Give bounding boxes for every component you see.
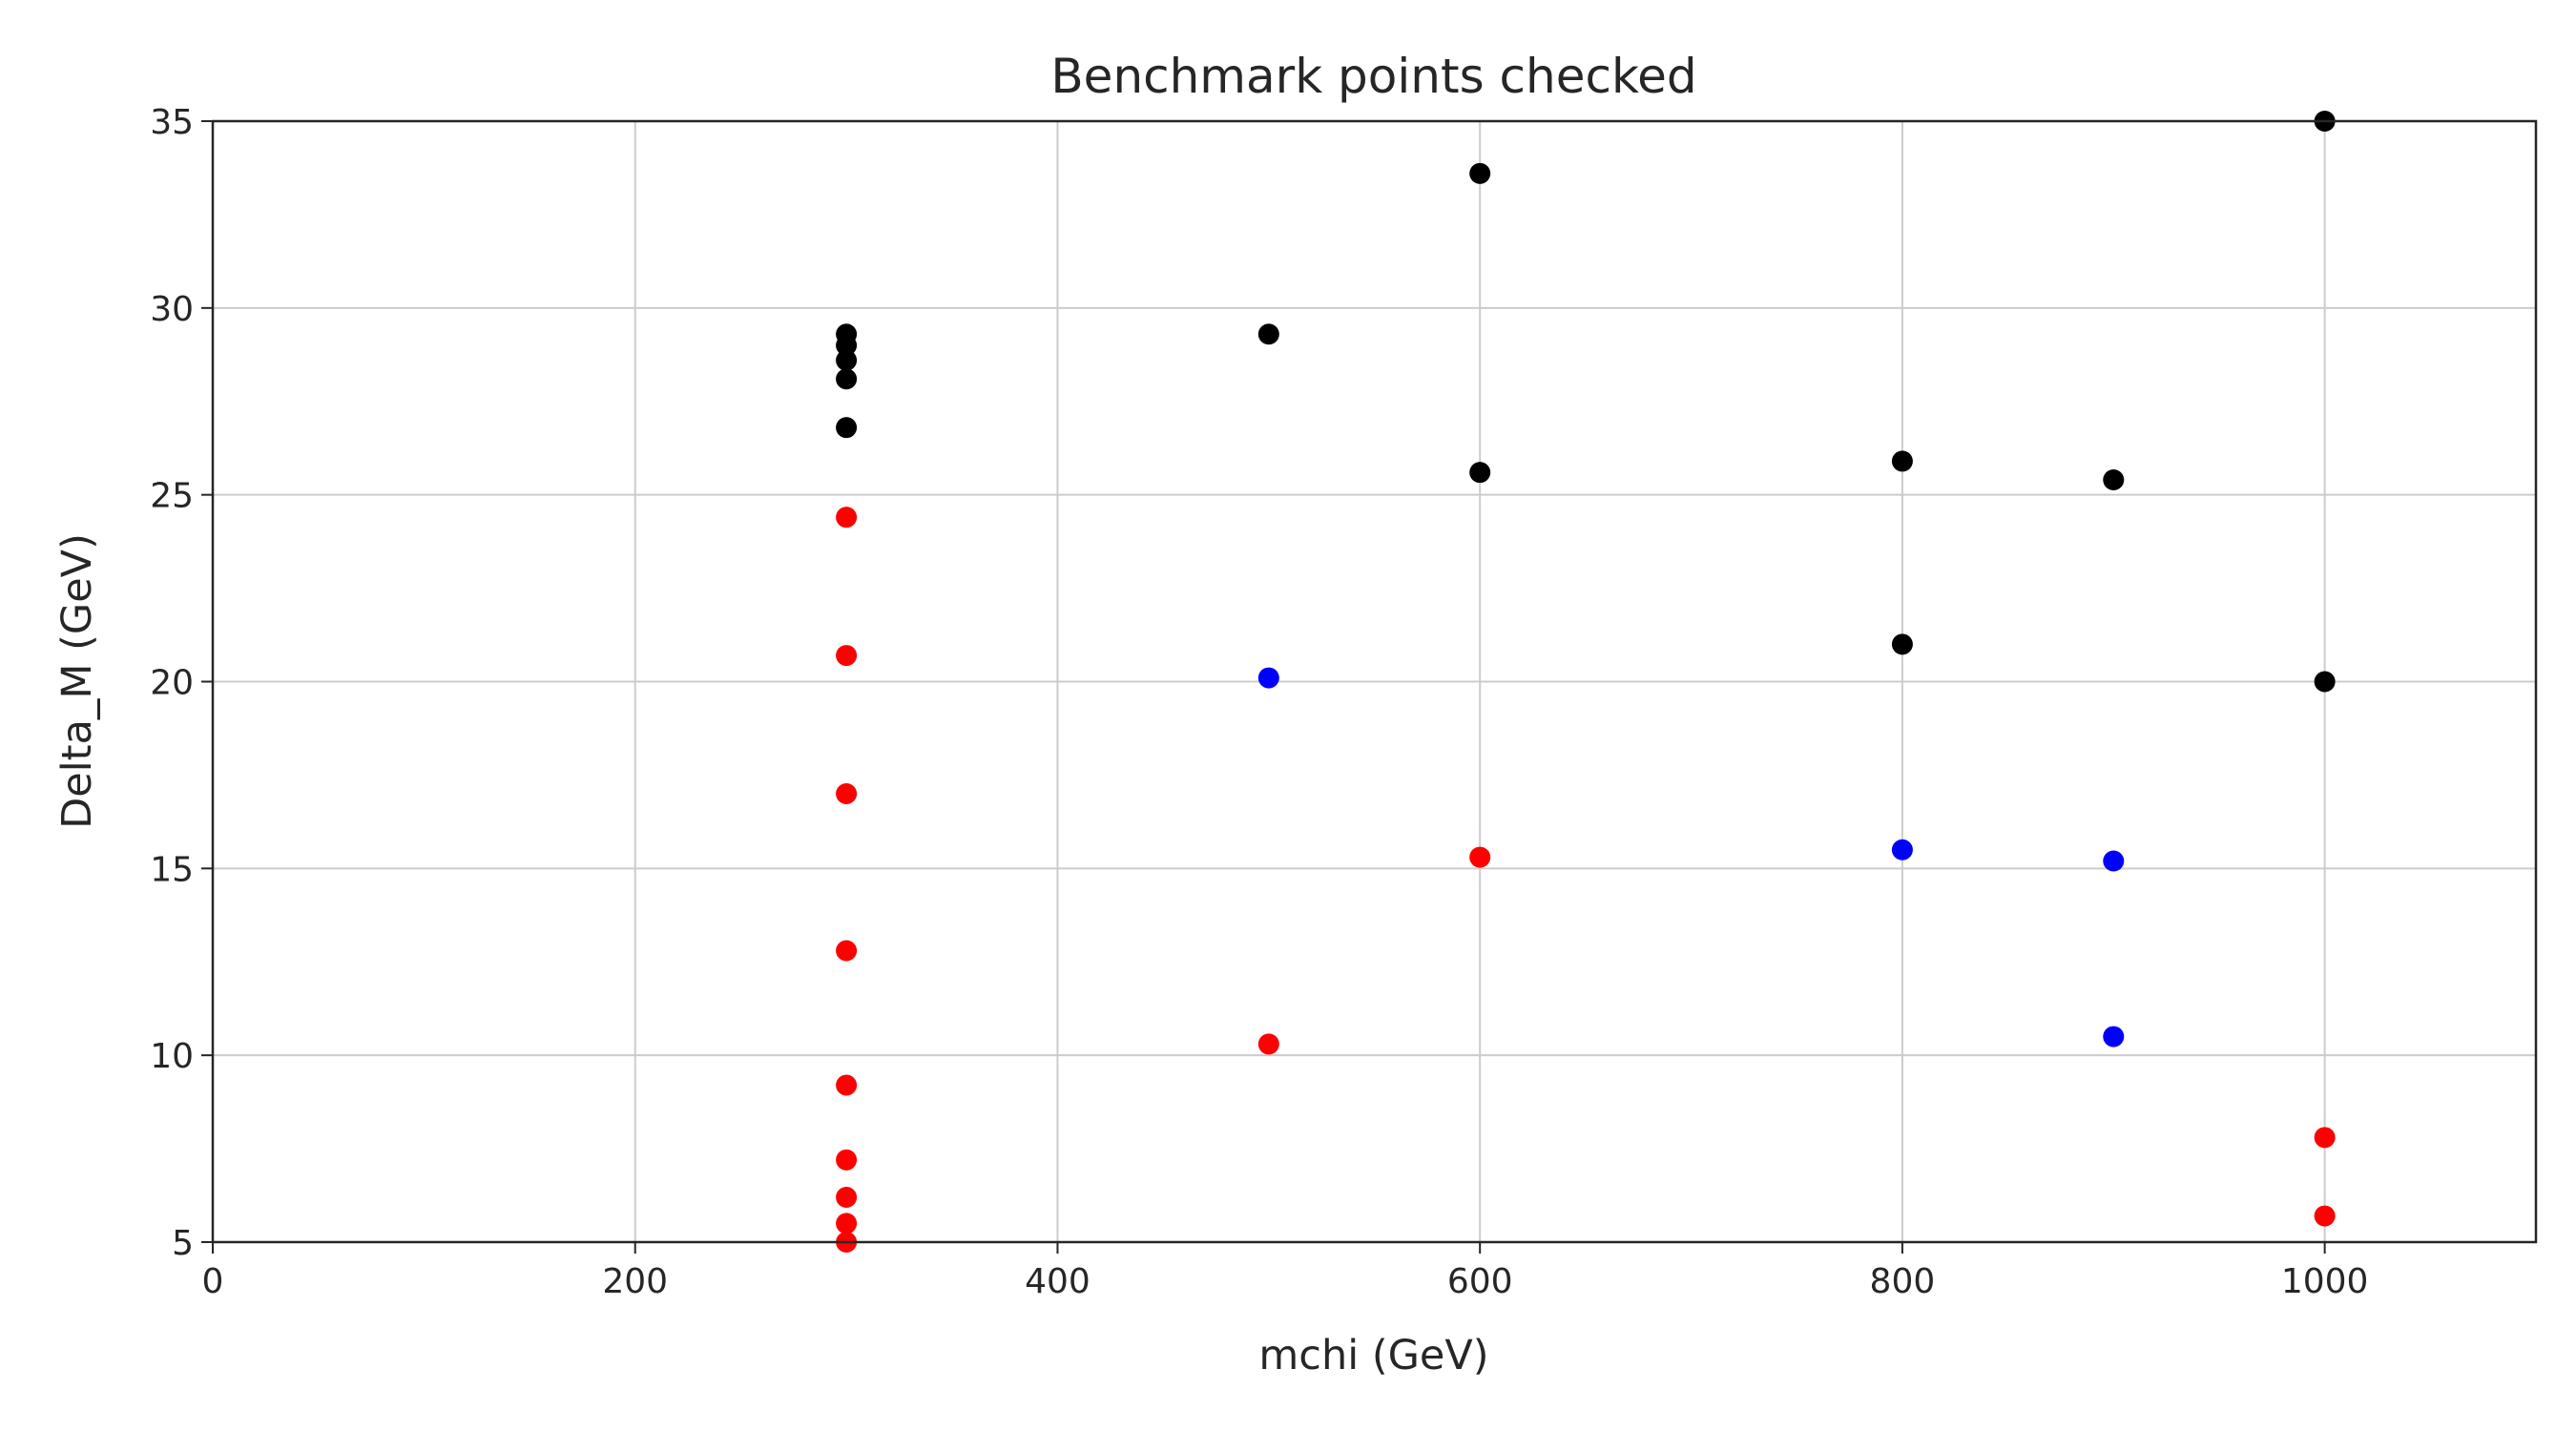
y-tick-label: 5 (172, 1224, 194, 1263)
data-point (2314, 671, 2336, 693)
grid (212, 120, 2536, 1243)
y-tick-label: 35 (150, 103, 194, 142)
data-point (2103, 1026, 2125, 1047)
data-point (836, 349, 858, 371)
data-point (836, 1074, 858, 1096)
data-point (2103, 469, 2125, 490)
x-tick-label: 1000 (2281, 1262, 2369, 1301)
y-tick-label: 30 (150, 290, 194, 329)
data-point (2314, 1205, 2336, 1227)
data-point (836, 417, 858, 439)
x-tick-label: 400 (1025, 1262, 1091, 1301)
y-tick-label: 20 (150, 664, 194, 703)
data-point (1891, 633, 1913, 655)
chart-title: Benchmark points checked (1050, 49, 1696, 104)
x-tick-label: 600 (1447, 1262, 1513, 1301)
data-point (836, 1213, 858, 1234)
data-point (2103, 850, 2125, 872)
data-points (836, 111, 2336, 1253)
data-point (1257, 323, 1279, 345)
data-point (1891, 839, 1913, 861)
x-axis-ticks: 0 200 400 600 800 1000 (202, 1242, 2369, 1301)
data-point (836, 645, 858, 667)
data-point (836, 1187, 858, 1208)
y-axis-label: Delta_M (GeV) (53, 533, 101, 829)
data-point (836, 507, 858, 529)
x-tick-label: 0 (202, 1262, 224, 1301)
data-point (836, 1149, 858, 1171)
y-axis-ticks: 5 10 15 20 25 30 35 (150, 103, 213, 1263)
y-tick-label: 25 (150, 477, 194, 516)
y-tick-label: 15 (150, 850, 194, 889)
data-point (1469, 162, 1491, 184)
x-tick-label: 800 (1870, 1262, 1936, 1301)
data-point (836, 335, 858, 356)
data-point (1257, 1033, 1279, 1055)
data-point (2314, 1127, 2336, 1149)
x-axis-label: mchi (GeV) (1258, 1332, 1488, 1379)
data-point (836, 783, 858, 804)
y-tick-label: 10 (150, 1037, 194, 1076)
x-tick-label: 200 (602, 1262, 668, 1301)
data-point (1469, 462, 1491, 484)
data-point (1469, 846, 1491, 868)
data-point (836, 940, 858, 962)
data-point (1257, 667, 1279, 689)
data-point (1891, 450, 1913, 472)
data-point (836, 368, 858, 390)
